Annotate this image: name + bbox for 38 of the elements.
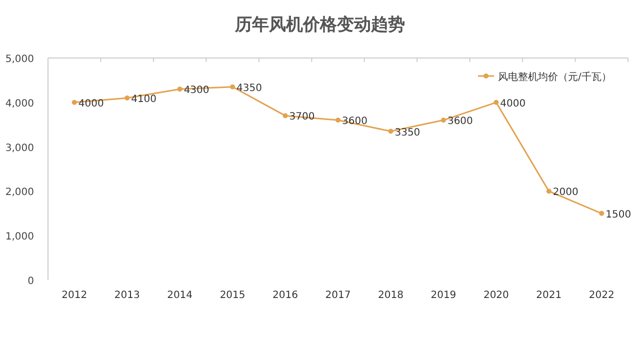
y-tick-label: 4,000 xyxy=(5,98,34,110)
x-tick-label: 2021 xyxy=(536,290,562,301)
data-label: 1500 xyxy=(606,209,632,220)
point xyxy=(336,118,340,123)
x-tick-label: 2016 xyxy=(272,290,298,301)
data-label: 4350 xyxy=(236,82,262,94)
x-tick-label: 2013 xyxy=(114,290,140,301)
data-label: 2000 xyxy=(552,187,578,198)
legend-label: 风电整机均价（元/千瓦） xyxy=(498,71,612,83)
y-tick-label: 3,000 xyxy=(5,142,34,154)
y-tick-label: 5,000 xyxy=(5,54,34,65)
point xyxy=(599,210,604,216)
x-tick-label: 2017 xyxy=(325,290,351,301)
x-tick-label: 2015 xyxy=(220,290,246,301)
point xyxy=(440,118,446,123)
data-label: 4100 xyxy=(131,94,157,105)
x-tick-label: 2022 xyxy=(588,290,614,301)
x-tick-label: 2019 xyxy=(430,290,456,301)
x-tick-label: 2014 xyxy=(167,290,193,301)
point xyxy=(177,86,182,92)
data-label: 3600 xyxy=(447,116,473,128)
x-tick-label: 2012 xyxy=(62,290,88,301)
y-tick-label: 0 xyxy=(28,276,34,287)
x-tick-label: 2018 xyxy=(378,290,404,301)
data-label: 4000 xyxy=(500,98,526,110)
y-tick-label: 2,000 xyxy=(5,187,34,198)
point xyxy=(124,95,130,100)
point xyxy=(72,100,77,105)
y-tick-label: 1,000 xyxy=(5,232,34,243)
chart-title: 历年风机价格变动趋势 xyxy=(234,15,405,35)
point xyxy=(388,128,394,134)
data-label: 4000 xyxy=(78,98,104,110)
x-tick-label: 2020 xyxy=(483,290,509,301)
point xyxy=(494,100,499,105)
point xyxy=(546,188,552,194)
point xyxy=(230,84,236,90)
point xyxy=(282,113,288,118)
data-label: 3350 xyxy=(394,127,420,138)
